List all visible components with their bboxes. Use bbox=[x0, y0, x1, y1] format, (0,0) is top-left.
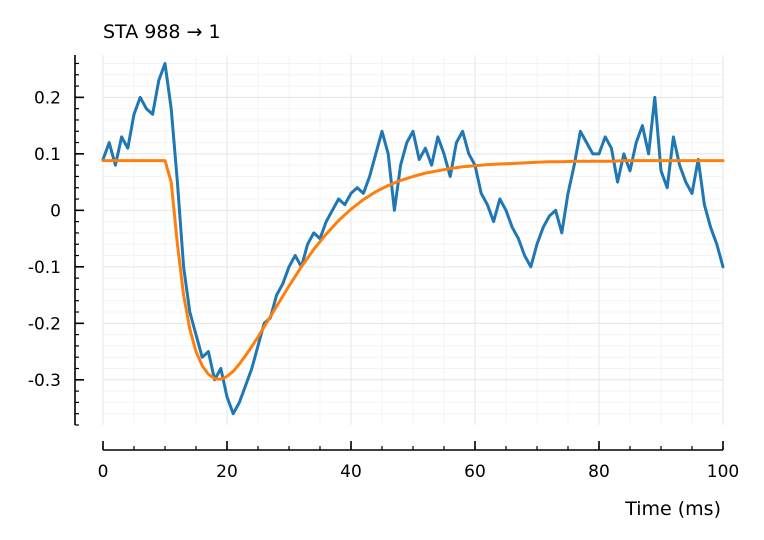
y-tick-label: 0 bbox=[50, 201, 61, 221]
grid bbox=[102, 55, 724, 425]
y-tick-label: -0.3 bbox=[28, 371, 61, 391]
y-tick-label: 0.2 bbox=[34, 88, 61, 108]
x-tick-label: 0 bbox=[98, 462, 109, 482]
x-ticks: 0 20 40 60 80 100 bbox=[98, 441, 739, 482]
x-tick-label: 80 bbox=[588, 462, 610, 482]
y-tick-label: 0.1 bbox=[34, 145, 61, 165]
x-tick-label: 20 bbox=[216, 462, 238, 482]
series-fit-line bbox=[101, 159, 725, 381]
x-axis-label: Time (ms) bbox=[624, 498, 721, 520]
y-tick-label: -0.2 bbox=[28, 314, 61, 334]
series-lines bbox=[101, 62, 725, 416]
x-tick-label: 60 bbox=[464, 462, 486, 482]
chart-title: STA 988 → 1 bbox=[103, 21, 221, 43]
y-tick-label: -0.1 bbox=[28, 258, 61, 278]
y-ticks: 0.2 0.1 0 -0.1 -0.2 -0.3 bbox=[28, 62, 84, 426]
x-tick-label: 100 bbox=[707, 462, 739, 482]
series-sta-line bbox=[101, 62, 725, 416]
x-tick-label: 40 bbox=[340, 462, 362, 482]
